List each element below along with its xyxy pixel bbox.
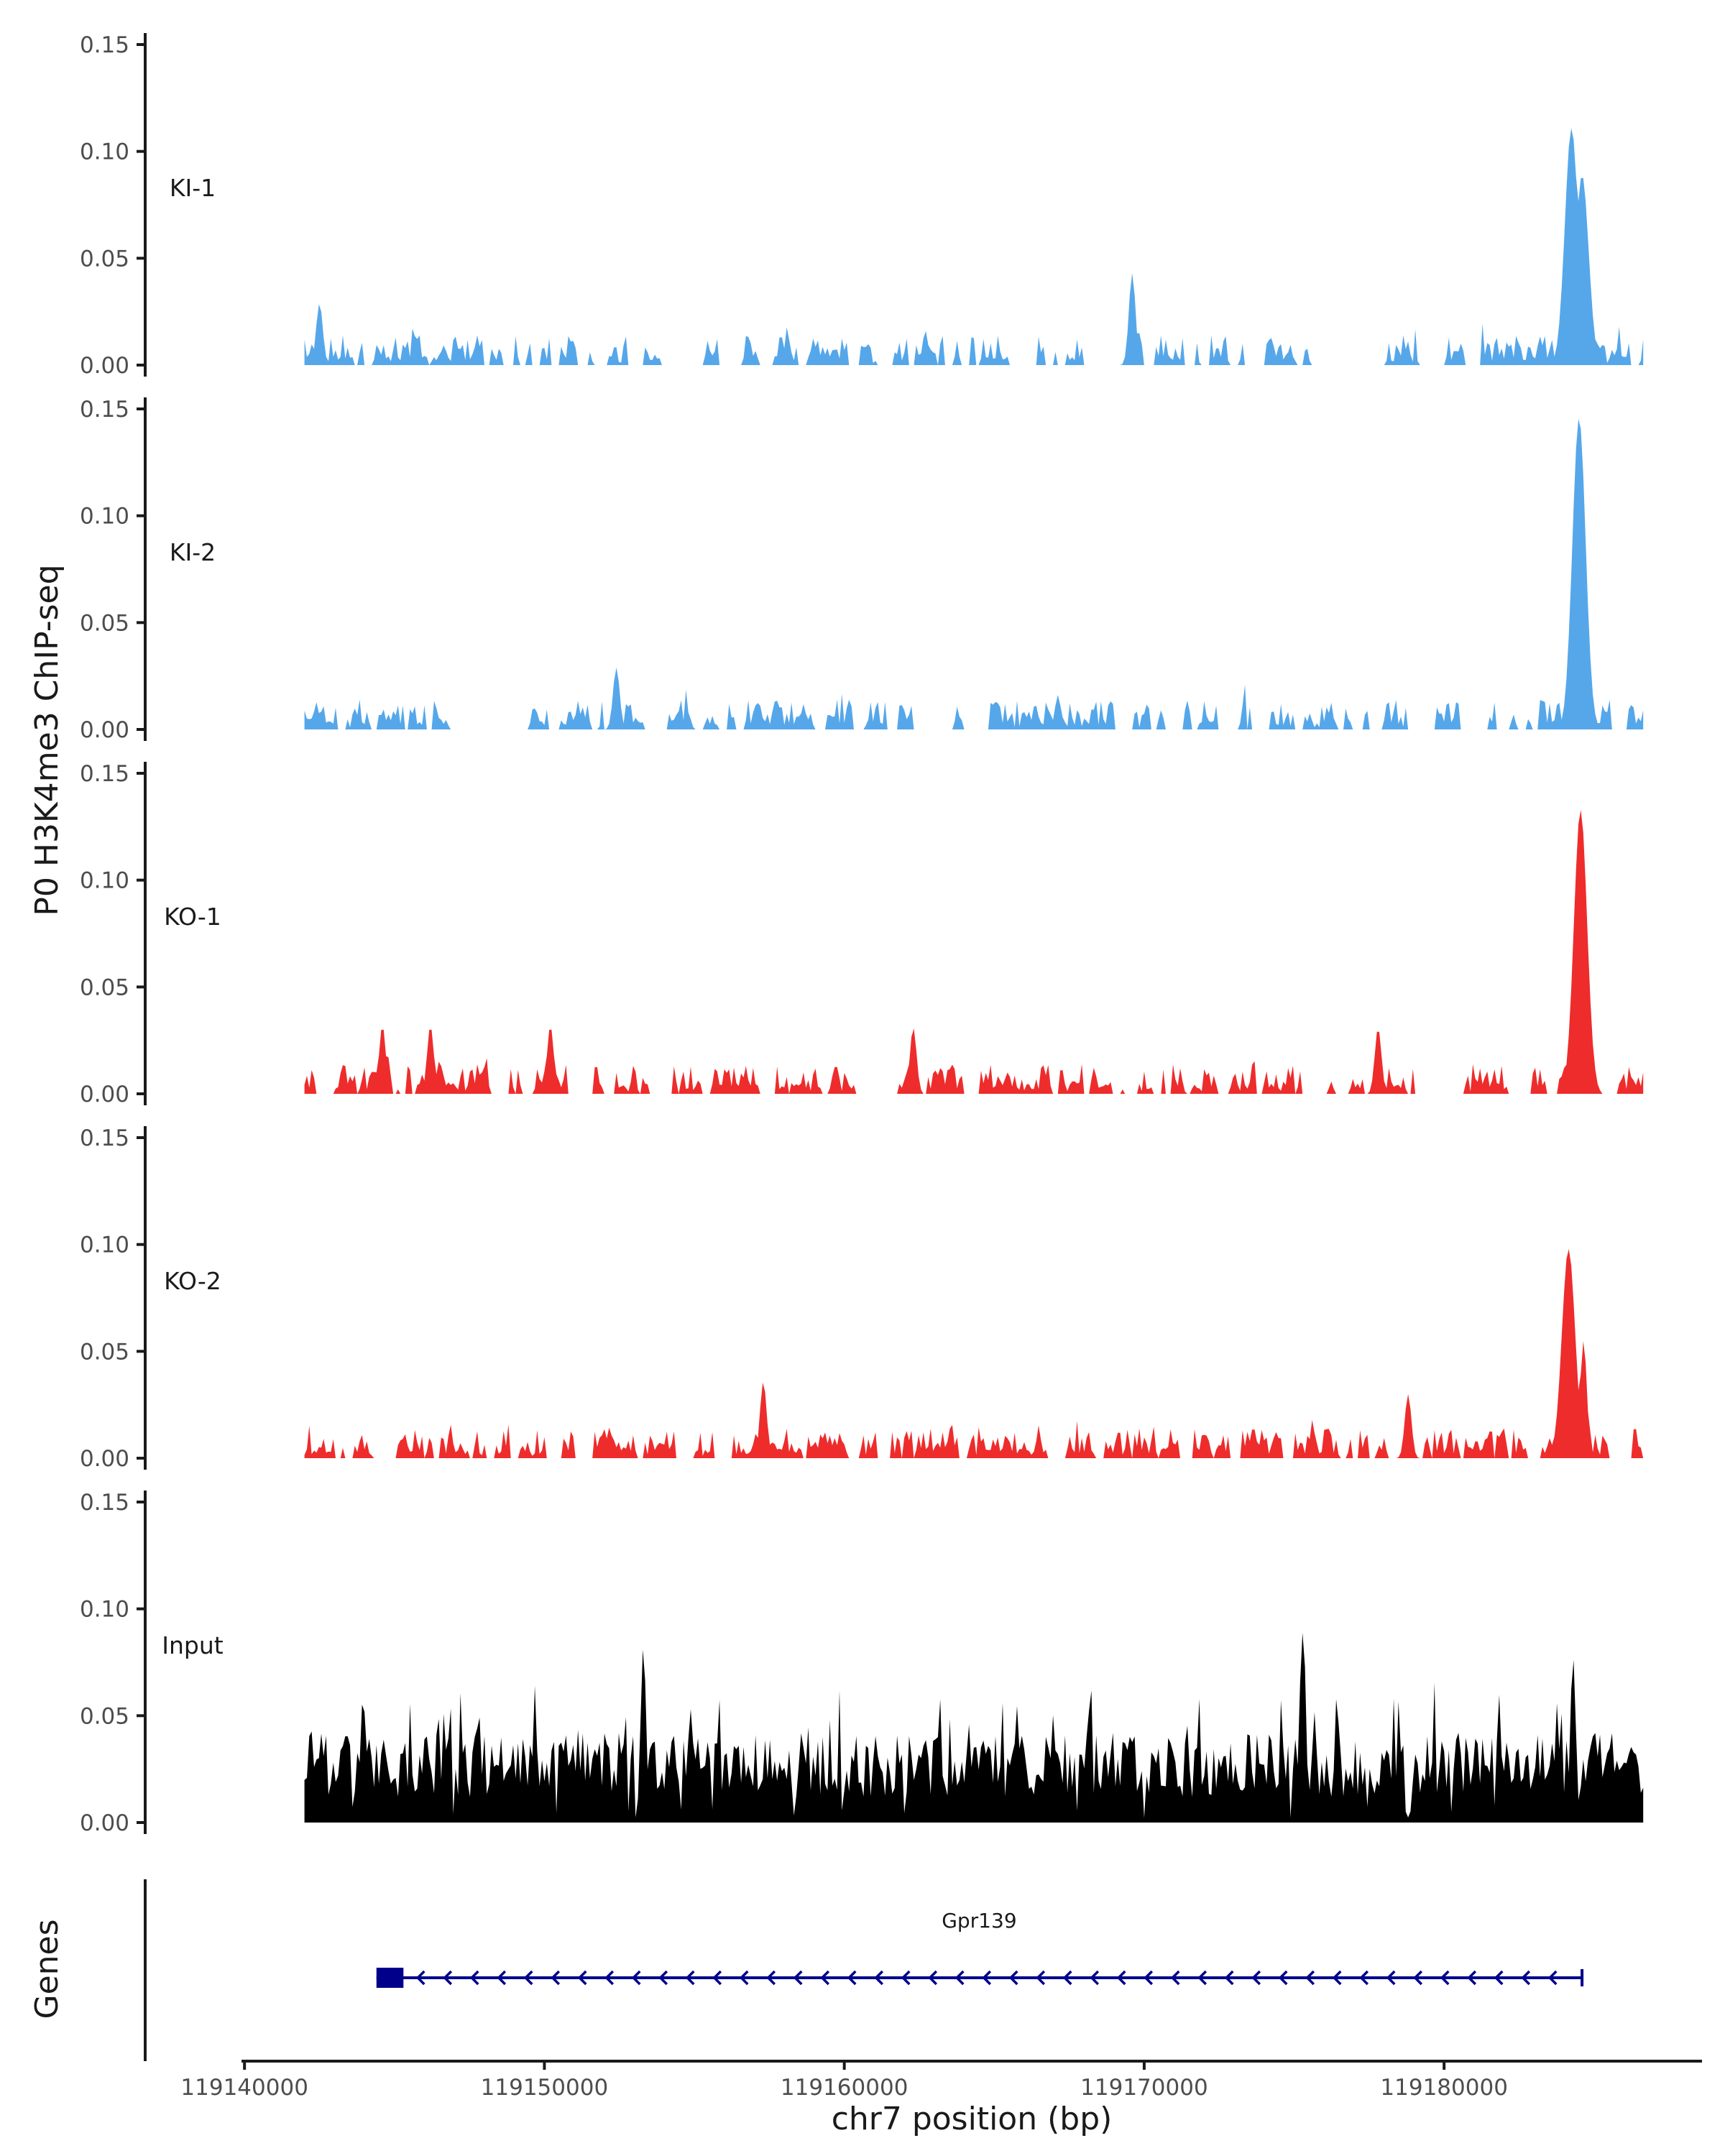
strand-arrow — [1467, 1970, 1477, 1986]
strand-arrow — [1386, 1970, 1396, 1986]
strand-arrow — [685, 1970, 695, 1986]
coverage-area-ki-1 — [304, 128, 1644, 366]
x-tick-label: 119160000 — [781, 2075, 908, 2101]
strand-arrow — [551, 1970, 561, 1986]
y-tick-label: 0.05 — [80, 246, 129, 272]
strand-arrow — [874, 1970, 884, 1986]
y-tick-label: 0.05 — [80, 1339, 129, 1365]
track-ko-2: 0.00 0.05 0.10 0.15 KO-2 — [80, 1125, 1644, 1472]
strand-arrow — [1062, 1970, 1072, 1986]
track-ko-1: 0.00 0.05 0.10 0.15 KO-1 — [80, 761, 1644, 1107]
strand-arrow — [577, 1970, 587, 1986]
x-tick-label: 119150000 — [481, 2075, 609, 2101]
strand-arrow — [766, 1970, 776, 1986]
x-tick-label: 119180000 — [1380, 2075, 1508, 2101]
strand-arrow — [1305, 1970, 1315, 1986]
track-label: KI-1 — [170, 174, 216, 202]
strand-arrow — [1090, 1970, 1100, 1986]
gene-gpr139: Gpr139 — [376, 1909, 1584, 1988]
strand-arrow — [1547, 1970, 1558, 1986]
strand-arrow — [1251, 1970, 1261, 1986]
coverage-area-ko-1 — [304, 810, 1644, 1094]
strand-arrow — [739, 1970, 749, 1986]
coverage-area-ko-2 — [304, 1248, 1644, 1458]
y-tick-label: 0.00 — [80, 1810, 129, 1836]
y-tick-label: 0.00 — [80, 353, 129, 379]
strand-arrow — [604, 1970, 615, 1986]
strand-arrow — [712, 1970, 722, 1986]
strand-arrow — [1197, 1970, 1208, 1986]
strand-arrow — [523, 1970, 533, 1986]
strand-arrow — [1008, 1970, 1018, 1986]
gene-models: Gpr139 — [376, 1909, 1584, 1988]
track-input: 0.00 0.05 0.10 0.15 Input — [80, 1490, 1644, 1836]
y-tick-label: 0.00 — [80, 1446, 129, 1472]
y-tick-label: 0.10 — [80, 139, 129, 165]
track-label: Input — [162, 1631, 224, 1659]
gene-exon — [376, 1968, 404, 1988]
x-axis-ticks: 119140000 119150000 119160000 119170000 1191… — [180, 2061, 1508, 2101]
strand-arrow — [497, 1970, 507, 1986]
strand-arrow — [1359, 1970, 1369, 1986]
y-tick-label: 0.05 — [80, 610, 129, 636]
x-tick-label: 119170000 — [1080, 2075, 1208, 2101]
y-tick-label: 0.15 — [80, 761, 129, 787]
y-tick-label: 0.00 — [80, 717, 129, 743]
strand-arrow — [820, 1970, 830, 1986]
strand-arrow — [1521, 1970, 1531, 1986]
y-tick-label: 0.10 — [80, 504, 129, 530]
y-tick-label: 0.15 — [80, 1125, 129, 1151]
track-label: KI-2 — [170, 538, 216, 566]
strand-arrow — [982, 1970, 992, 1986]
strand-arrow — [469, 1970, 479, 1986]
gene-name-label: Gpr139 — [942, 1909, 1016, 1932]
track-ki-2: 0.00 0.05 0.10 0.15 KI-2 — [80, 397, 1644, 743]
strand-arrow — [847, 1970, 857, 1986]
strand-arrow — [1144, 1970, 1154, 1986]
strand-arrow — [1278, 1970, 1288, 1986]
track-ki-1: 0.00 0.05 0.10 0.15 KI-1 — [80, 32, 1644, 379]
strand-arrow — [443, 1970, 453, 1986]
x-tick-label: 119140000 — [180, 2075, 308, 2101]
y-tick-label: 0.15 — [80, 397, 129, 423]
track-label: KO-2 — [164, 1267, 221, 1295]
y-tick-label: 0.15 — [80, 1490, 129, 1516]
y-tick-label: 0.05 — [80, 975, 129, 1000]
y-tick-label: 0.00 — [80, 1082, 129, 1107]
strand-arrow — [658, 1970, 668, 1986]
strand-arrow — [631, 1970, 641, 1986]
x-axis-title: chr7 position (bp) — [832, 2101, 1113, 2137]
strand-arrow — [793, 1970, 803, 1986]
strand-arrow — [1116, 1970, 1126, 1986]
coverage-tracks: 0.00 0.05 0.10 0.15 KI-1 0.00 0.05 0.10 0.15 KI-2… — [80, 32, 1644, 1836]
strand-arrow — [1224, 1970, 1234, 1986]
genes-panel: Genes Gpr139 — [29, 1879, 1584, 2061]
y-tick-label: 0.15 — [80, 32, 129, 58]
strand-arrow — [901, 1970, 911, 1986]
y-tick-label: 0.05 — [80, 1703, 129, 1729]
strand-arrow — [928, 1970, 938, 1986]
coverage-area-input — [304, 1633, 1644, 1823]
strand-arrow — [1332, 1970, 1342, 1986]
strand-arrow — [1170, 1970, 1180, 1986]
strand-arrow — [1494, 1970, 1504, 1986]
strand-arrow — [1413, 1970, 1423, 1986]
genes-panel-title: Genes — [29, 1919, 65, 2019]
strand-arrow — [415, 1970, 426, 1986]
x-axis: 119140000 119150000 119160000 119170000 1191… — [180, 2060, 1702, 2137]
y-tick-label: 0.10 — [80, 1233, 129, 1258]
strand-arrow — [1440, 1970, 1450, 1986]
y-tick-label: 0.10 — [80, 1597, 129, 1623]
track-label: KO-1 — [164, 903, 221, 931]
coverage-area-ki-2 — [304, 418, 1644, 729]
y-tick-label: 0.10 — [80, 868, 129, 894]
strand-arrow — [954, 1970, 965, 1986]
y-axis-title: P0 H3K4me3 ChIP-seq — [29, 564, 65, 916]
strand-arrow — [1036, 1970, 1046, 1986]
